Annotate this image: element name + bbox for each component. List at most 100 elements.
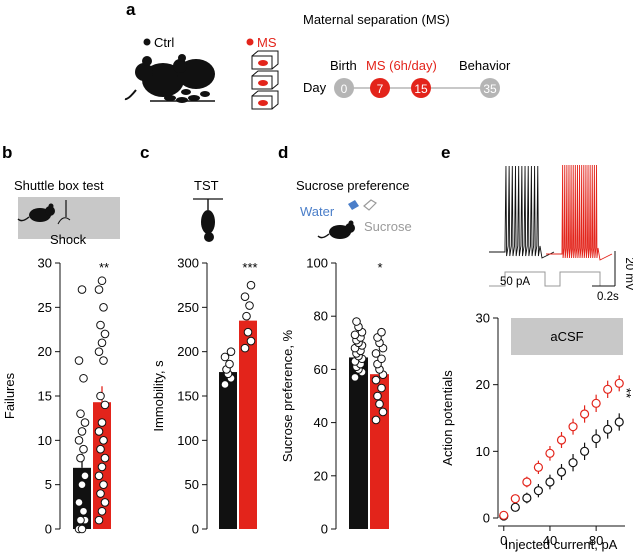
data-point-e-ms [556,435,567,445]
data-point-d [350,373,360,382]
y-tick-label-e: 0 [483,511,490,526]
x-tick-label-e: 40 [543,533,557,548]
y-tick-label-c: 250 [177,300,199,315]
data-point-b [74,436,84,445]
y-tick-label-d: 40 [314,415,328,430]
y-tick-label-e: 20 [476,377,490,392]
timeline-behavior-label: Behavior [459,58,511,73]
data-point-b [80,418,90,427]
day-marker-0 [334,78,354,98]
data-point-b [77,427,87,436]
data-point-c [226,347,236,356]
ctrl-legend-dot [143,38,151,46]
chart-shuttle-failures: 0 5 10 15 20 25 30 Failures [2,256,111,537]
data-point-e-ctrl [603,424,613,434]
y-tick-label-d: 0 [321,522,328,537]
ctrl-voltage-trace [489,165,555,259]
current-step-label: 50 pA [500,276,530,288]
data-point-b [74,498,84,507]
bar-c-ctrl [219,372,237,529]
data-point-b [99,480,108,489]
y-tick-label-c: 200 [177,344,199,359]
data-point-d [350,330,360,340]
y-tick-label-c: 150 [177,389,199,404]
data-point-d [371,415,381,425]
acsf-box [511,318,623,355]
isolation-boxes-icon [251,50,279,110]
data-point-b [77,524,87,534]
data-point-c [240,292,250,301]
x-tick-label-e: 80 [589,533,603,548]
panel-d-title: Sucrose preference [296,178,409,193]
timeline-day-markers: 0 7 15 35 [334,78,500,98]
data-point-b [100,400,110,410]
y-axis-label-c: Immobility, s [151,360,166,432]
timeline-birth-label: Birth [330,58,357,73]
data-point-e-ms [579,409,590,419]
sig-d: * [377,260,382,275]
y-axis-label-b: Failures [2,372,17,419]
voltage-scale-label: 20 mV [623,257,633,291]
y-tick-label-c: 50 [185,477,199,492]
data-point-d [377,327,386,337]
data-point-b [97,418,107,427]
data-point-c [240,343,250,353]
data-point-d [375,399,384,409]
data-point-e-ms [499,510,509,520]
data-point-e-ctrl [556,467,567,477]
mouse-icon-sucrose [317,219,356,240]
data-point-b [97,338,107,348]
panel-c-title: TST [194,178,219,193]
data-point-b [79,506,88,516]
panel-b-header: b Shuttle box test Shock [2,143,120,247]
data-point-b [77,285,87,294]
chart-action-potentials: aCSF 0 10 20 30 0 40 80 Action potentials Inject… [440,311,625,552]
data-point-c [220,352,230,362]
sucrose-label: Sucrose [364,219,412,234]
y-tick-label-b: 10 [38,433,52,448]
panel-e-header: e 50 pA 20 mV 0.2s [441,143,633,303]
data-point-d [371,375,381,385]
data-point-e-ms [591,398,601,408]
panel-letter-a: a [126,0,136,19]
y-tick-label-b: 30 [38,256,52,271]
y-tick-label-d: 20 [314,468,328,483]
data-point-b [80,471,90,481]
data-point-e-ctrl [533,486,544,496]
data-point-e-ctrl [522,493,532,503]
data-point-b [99,436,108,445]
data-point-c [242,311,251,321]
data-point-b [96,391,105,401]
bar-d-ctrl [349,357,368,529]
y-tick-label-b: 0 [45,522,52,537]
shock-label: Shock [50,232,87,247]
x-axis-label-e: Injected current, pA [505,537,618,552]
y-tick-label-c: 0 [192,522,199,537]
data-point-e-ctrl [568,458,578,468]
data-point-e-ctrl [591,434,601,444]
data-point-e-ctrl [579,446,590,456]
chart-tst-immobility: 0 50 100 150 200 250 300 Immobility, s [151,256,257,537]
shock-arrow-icon [57,217,71,225]
data-point-b [100,453,110,463]
data-point-b [94,427,104,436]
y-tick-label-b: 20 [38,344,52,359]
sucrose-bottle-icon [363,199,377,211]
data-point-b [97,506,107,516]
ms-legend-label: MS [257,35,277,50]
panel-c-header: c TST [140,143,223,242]
data-point-b [94,471,104,481]
data-point-d [378,407,388,417]
data-point-b [100,329,110,339]
data-point-e-ms [545,448,555,458]
data-point-d [373,391,382,401]
data-point-b [97,462,107,472]
y-tick-label-e: 10 [476,444,490,459]
y-axis-label-d: Sucrose preference, % [280,329,295,462]
chart-sucrose-preference: 0 20 40 60 80 100 Sucrose preference, % [280,256,389,537]
data-point-d [377,354,386,364]
timeline-ms-label: MS (6h/day) [366,58,437,73]
data-point-e-ctrl [545,477,555,487]
data-point-d [371,349,381,358]
data-point-e-ms [614,378,624,388]
